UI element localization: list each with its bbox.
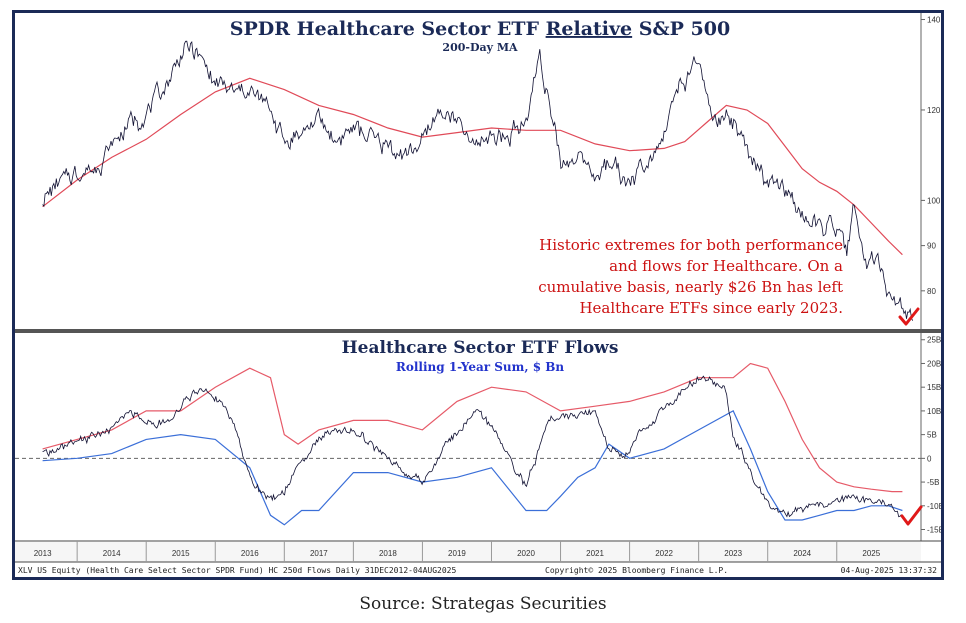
bottom-y-tick-label: -10B (927, 502, 941, 511)
top-chart-title: SPDR Healthcare Sector ETF Relative S&P … (230, 18, 730, 40)
panel-divider (15, 329, 941, 333)
upper-band-line (42, 362, 903, 493)
top-chart-annotation: Historic extremes for both performance a… (538, 236, 843, 317)
bottom-y-tick-label: 0 (927, 454, 932, 463)
bottom-y-tick-label: 25B (927, 336, 941, 345)
source-caption: Source: Strategas Securities (359, 594, 607, 614)
top-y-tick-label: 140 (927, 16, 941, 25)
top-chart-subtitle: 200-Day MA (442, 41, 518, 54)
annotation-line-1: Historic extremes for both performance (539, 236, 843, 254)
top-y-tick-label: 120 (927, 106, 941, 115)
top-checkmark-icon (898, 307, 920, 326)
bottom-y-tick-label: 20B (927, 359, 941, 368)
flows-line (42, 375, 903, 518)
footer-center-text: Copyright© 2025 Bloomberg Finance L.P. (545, 566, 728, 575)
bottom-chart-title: Healthcare Sector ETF Flows (342, 338, 619, 358)
lower-band-line (42, 410, 903, 526)
x-tick-label: 2018 (379, 549, 397, 558)
footer-right-text: 04-Aug-2025 13:37:32 (841, 566, 938, 575)
x-tick-label: 2022 (655, 549, 673, 558)
footer-left-text: XLV US Equity (Health Care Select Sector… (18, 566, 456, 575)
bottom-y-tick-label: -15B (927, 526, 941, 535)
top-y-tick-label: 80 (927, 287, 936, 296)
bottom-y-tick-label: 10B (927, 407, 941, 416)
bottom-y-tick-label: -5B (927, 478, 939, 487)
bottom-checkmark-icon (900, 505, 923, 526)
x-tick-label: 2015 (172, 549, 190, 558)
chart-frame: SPDR Healthcare Sector ETF Relative S&P … (12, 10, 944, 580)
x-tick-label: 2019 (448, 549, 466, 558)
relative-price-line (42, 40, 914, 321)
bottom-chart-subtitle: Rolling 1-Year Sum, $ Bn (396, 360, 565, 374)
annotation-line-2: and flows for Healthcare. On a (609, 257, 843, 275)
x-tick-label: 2016 (241, 549, 259, 558)
bottom-y-tick-label: 15B (927, 383, 941, 392)
annotation-line-4: Healthcare ETFs since early 2023. (579, 299, 843, 317)
x-tick-label: 2017 (310, 549, 328, 558)
x-tick-label: 2020 (517, 549, 535, 558)
chart-canvas: SPDR Healthcare Sector ETF Relative S&P … (15, 13, 941, 575)
x-tick-label: 2014 (103, 549, 121, 558)
top-y-tick-label: 100 (927, 196, 941, 205)
x-axis-band (15, 542, 921, 562)
x-tick-label: 2013 (34, 549, 52, 558)
bottom-y-tick-label: 5B (927, 431, 937, 440)
x-tick-label: 2021 (586, 549, 604, 558)
x-tick-label: 2023 (724, 549, 742, 558)
annotation-line-3: cumulative basis, nearly $26 Bn has left (538, 278, 843, 296)
top-y-tick-label: 90 (927, 242, 936, 251)
ma-200-line (42, 77, 903, 256)
x-tick-label: 2025 (862, 549, 880, 558)
x-tick-label: 2024 (793, 549, 811, 558)
